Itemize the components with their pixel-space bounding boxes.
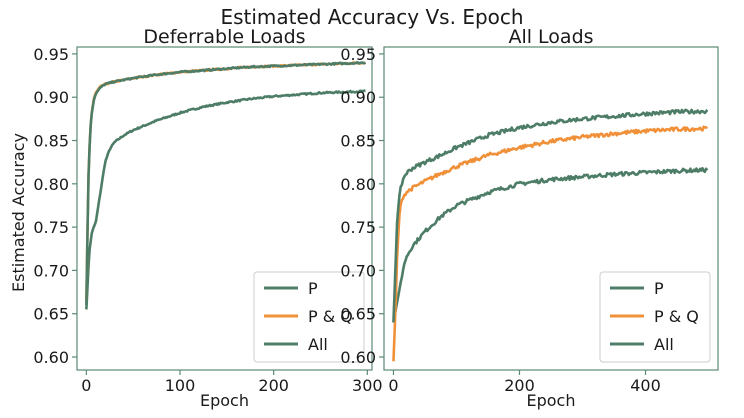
x-tick-label: 100: [165, 376, 196, 395]
legend: P P & Q All: [253, 271, 365, 363]
legend-label: All: [654, 335, 674, 354]
y-tick-label: 0.85: [340, 132, 376, 151]
y-tick-label: 0.90: [33, 88, 69, 107]
series-line-all: [392, 108, 709, 323]
x-tick-label: 0: [81, 376, 91, 395]
y-tick-label: 0.75: [33, 218, 69, 237]
y-tick-label: 0.90: [340, 88, 376, 107]
y-tick-label: 0.75: [340, 218, 376, 237]
x-tick-label: 200: [504, 376, 535, 395]
chart-title: All Loads: [508, 26, 593, 48]
y-tick-label: 0.65: [33, 305, 69, 324]
y-tick-label: 0.80: [33, 175, 69, 194]
figure-title: Estimated Accuracy Vs. Epoch: [220, 5, 523, 29]
series-line-p-q: [85, 61, 367, 301]
x-tick-label: 200: [258, 376, 289, 395]
y-tick-label: 0.95: [340, 45, 376, 64]
legend-label: P & Q: [308, 307, 353, 326]
y-axis-label: Estimated Accuracy: [9, 133, 28, 292]
chart-panel-1: Deferrable Loads 0.60 0.65 0.70 0.75 0.80 0.85…: [9, 26, 383, 410]
x-tick-label: 300: [352, 376, 383, 395]
chart-panel-2: All Loads 0.60 0.65 0.70 0.75 0.80 0.85 0.90 0.9…: [340, 26, 719, 410]
legend-box: [253, 271, 365, 363]
plot-frame: [383, 46, 719, 371]
x-tick-label: 0: [388, 376, 398, 395]
y-tick-label: 0.60: [340, 348, 376, 367]
legend-label: All: [308, 335, 328, 354]
legend-box: [599, 271, 711, 363]
chart-title: Deferrable Loads: [143, 26, 305, 48]
series-line-p: [392, 166, 709, 323]
plot-frame: [76, 46, 373, 371]
chart-panels: Deferrable Loads 0.60 0.65 0.70 0.75 0.80 0.85…: [9, 26, 719, 410]
series-line-p: [85, 89, 366, 310]
y-tick-label: 0.95: [33, 45, 69, 64]
y-tick-label: 0.60: [33, 348, 69, 367]
x-axis-label: Epoch: [200, 391, 249, 410]
legend-label: P: [308, 279, 318, 298]
legend: P P & Q All: [599, 271, 711, 363]
x-axis-label: Epoch: [527, 391, 576, 410]
x-tick-label: 400: [630, 376, 661, 395]
y-tick-label: 0.70: [340, 261, 376, 280]
y-tick-label: 0.65: [340, 305, 376, 324]
legend-label: P: [654, 279, 664, 298]
legend-label: P & Q: [654, 307, 699, 326]
series-line-all: [85, 61, 366, 306]
y-tick-label: 0.85: [33, 132, 69, 151]
y-tick-label: 0.70: [33, 261, 69, 280]
y-tick-label: 0.80: [340, 175, 376, 194]
series-line-p-q: [392, 125, 709, 362]
